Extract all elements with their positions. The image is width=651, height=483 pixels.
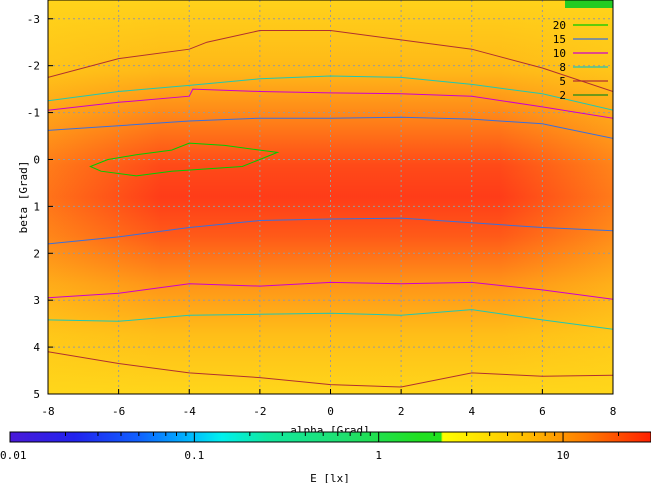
tick-marks: [47, 18, 614, 395]
grid: [48, 0, 613, 394]
x-tick-label: -2: [253, 405, 266, 418]
x-tick-label: 0: [327, 405, 334, 418]
y-tick-label: 5: [33, 388, 40, 401]
x-tick-label: -6: [112, 405, 125, 418]
y-tick-label: 0: [33, 153, 40, 166]
heatmap-corner-patch: [565, 0, 613, 8]
contour-level-15: [48, 217, 613, 245]
x-tick-label: -4: [183, 405, 197, 418]
contour-level-10: [48, 88, 613, 119]
legend-label: 20: [553, 19, 566, 32]
x-tick-label: 4: [468, 405, 475, 418]
y-tick-label: -3: [27, 13, 40, 26]
y-tick-label: 3: [33, 294, 40, 307]
legend-label: 15: [553, 33, 566, 46]
x-tick-label: 2: [398, 405, 405, 418]
legend-label: 2: [559, 89, 566, 102]
x-tick-label: 8: [610, 405, 617, 418]
colorbar: 0.01 0.1 1 10 E [lx]: [0, 431, 651, 483]
contour-level-8: [48, 309, 613, 330]
contour-level-5: [48, 30, 613, 92]
contour-level-5: [48, 351, 613, 388]
contour-lines: [48, 30, 613, 388]
colorbar-tick-label: 0.1: [184, 449, 204, 462]
y-tick-label: 2: [33, 247, 40, 260]
colorbar-label: E [lx]: [310, 472, 350, 483]
y-tick-label: -2: [27, 60, 40, 73]
contour-level-8: [48, 75, 613, 111]
x-tick-label: -8: [41, 405, 54, 418]
contour-level-10: [48, 281, 613, 300]
colorbar-tick-label: 1: [375, 449, 382, 462]
colorbar-ticks: 0.01 0.1 1 10: [0, 432, 651, 462]
y-tick-label: 1: [33, 200, 40, 213]
legend-label: 10: [553, 47, 566, 60]
x-tick-labels: -8 -6 -4 -2 0 2 4 6 8: [41, 405, 616, 418]
contour-level-20: [89, 142, 280, 177]
y-tick-label: -1: [27, 107, 40, 120]
y-axis-label: beta [Grad]: [17, 161, 30, 234]
y-tick-labels: -3 -2 -1 0 1 2 3 4 5: [27, 13, 41, 401]
contour-level-15: [48, 116, 613, 139]
colorbar-tick-label: 10: [556, 449, 569, 462]
legend-label: 5: [559, 75, 566, 88]
legend-label: 8: [559, 61, 566, 74]
y-tick-label: 4: [33, 341, 40, 354]
x-tick-label: 6: [539, 405, 546, 418]
colorbar-tick-label: 0.01: [0, 449, 27, 462]
